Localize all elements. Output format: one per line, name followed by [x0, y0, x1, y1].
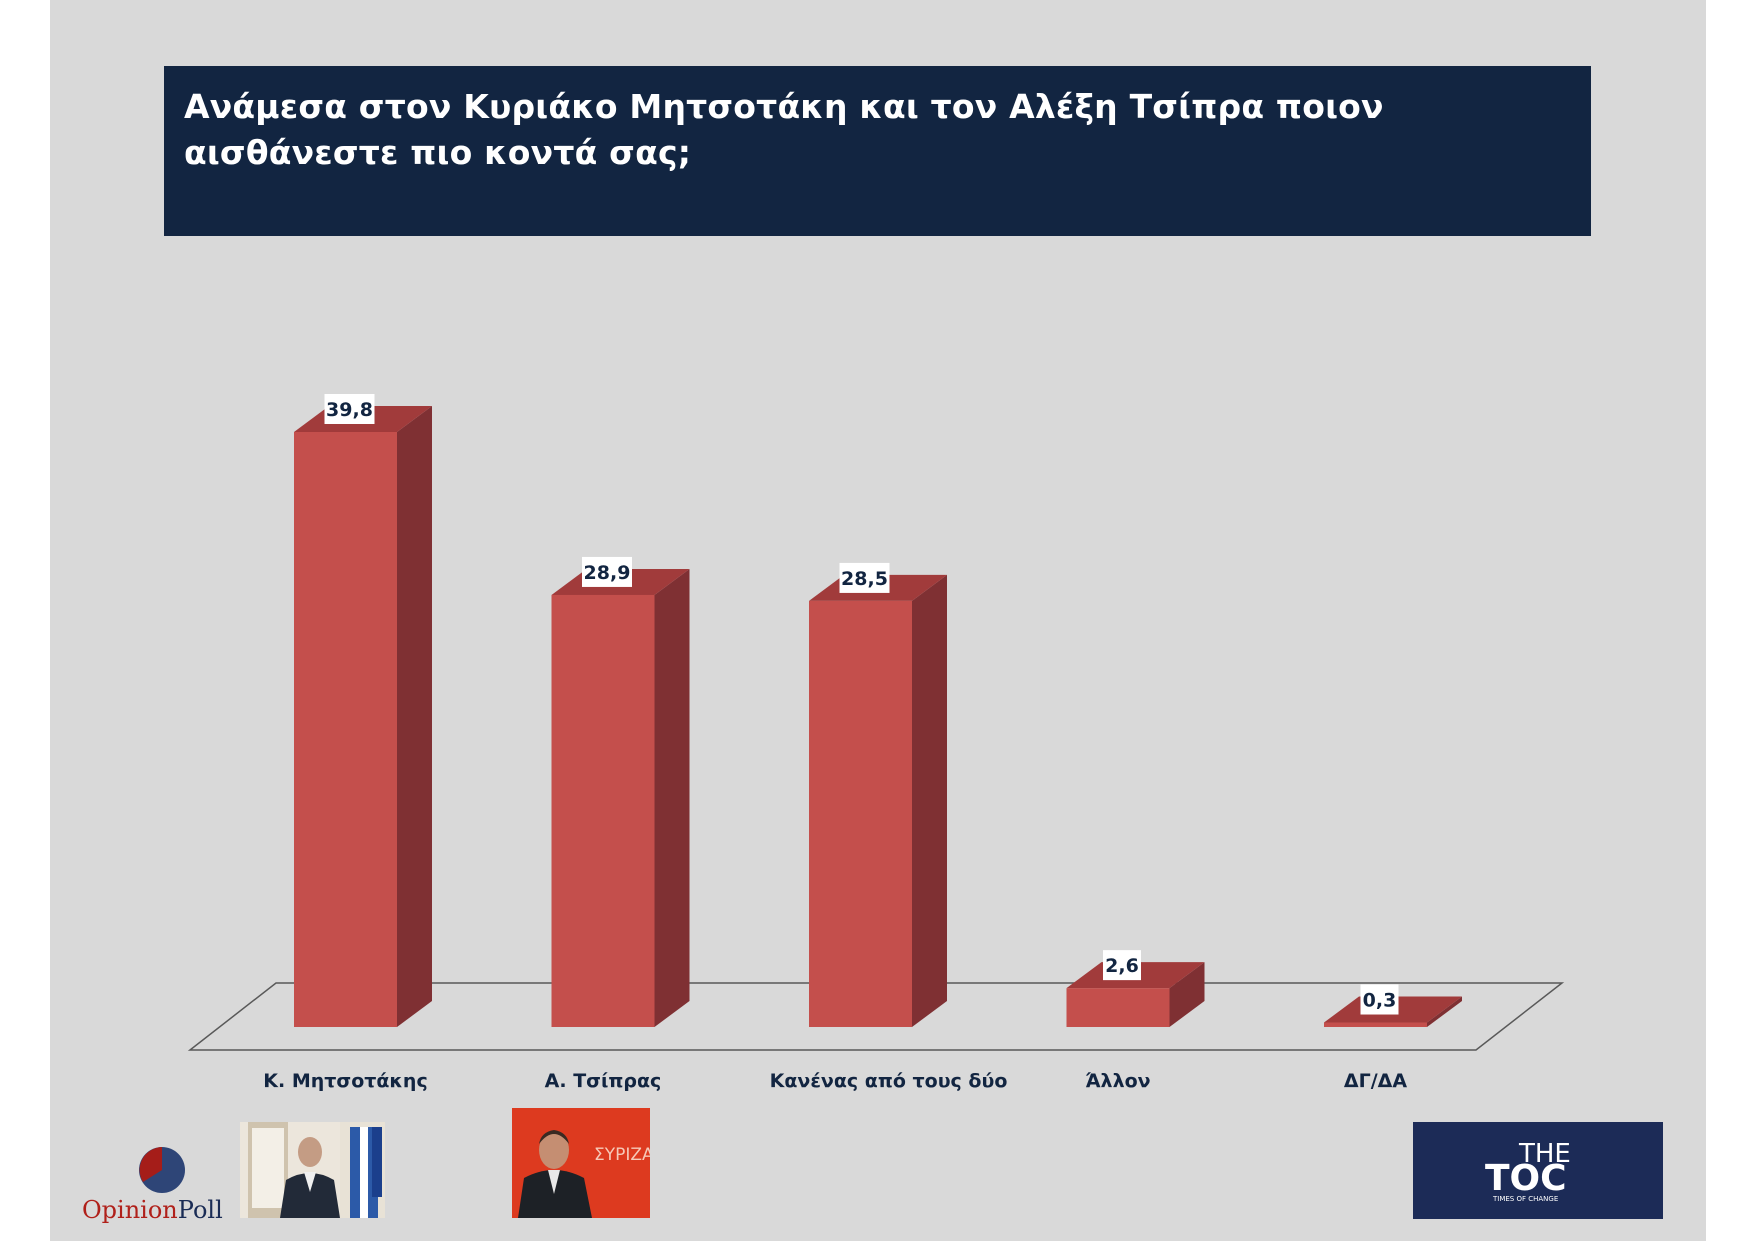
- the-toc-logo: THE TOC TIMES OF CHANGE: [1413, 1122, 1663, 1219]
- chart-floor: [187, 982, 1565, 1051]
- syriza-sign-text: ΣΥΡΙΖΑ: [594, 1145, 650, 1165]
- tsipras-photo-image: ΣΥΡΙΖΑ: [512, 1108, 650, 1218]
- mitsotakis-photo: [240, 1122, 385, 1218]
- data-label: 28,9: [584, 562, 631, 584]
- opinion-poll-mark-icon: [139, 1147, 185, 1193]
- bar-side: [397, 405, 432, 1027]
- data-label: 2,6: [1105, 955, 1139, 977]
- data-label-box: [324, 393, 375, 424]
- category-label: Α. Τσίπρας: [545, 1070, 662, 1092]
- bar-side: [1169, 962, 1205, 1027]
- opinion-poll-wordmark: OpinionPoll: [82, 1196, 223, 1224]
- mitsotakis-photo-image: [240, 1122, 385, 1218]
- data-label-box: [582, 556, 632, 587]
- bar-front: [1324, 1022, 1427, 1027]
- category-label: ΔΓ/ΔΑ: [1344, 1070, 1407, 1092]
- the-toc-line1: THE: [1518, 1139, 1571, 1169]
- the-toc-line2: TOC: [1485, 1158, 1567, 1199]
- data-label-box: [839, 562, 890, 593]
- tsipras-photo: ΣΥΡΙΖΑ: [512, 1108, 650, 1218]
- chart-title: Ανάμεσα στον Κυριάκο Μητσοτάκη και τον Α…: [184, 87, 1384, 172]
- bar: [294, 405, 432, 1027]
- the-toc-tagline: TIMES OF CHANGE: [1492, 1195, 1558, 1203]
- bar-front: [1066, 988, 1170, 1027]
- category-label: Κανένας από τους δύο: [770, 1070, 1008, 1092]
- bar-front: [294, 431, 397, 1027]
- category-label: Κ. Μητσοτάκης: [263, 1070, 427, 1092]
- bar-side: [654, 568, 690, 1027]
- data-label-box: [1360, 984, 1399, 1015]
- bar-front: [551, 594, 655, 1027]
- bar-side: [912, 574, 947, 1027]
- bar-front: [809, 600, 912, 1027]
- data-label: 28,5: [841, 568, 888, 590]
- opinion-poll-prefix: Opinion: [82, 1196, 178, 1224]
- title-banner: Ανάμεσα στον Κυριάκο Μητσοτάκη και τον Α…: [164, 66, 1591, 236]
- bar-side: [1427, 996, 1462, 1027]
- bar: [809, 574, 947, 1027]
- the-toc-wordmark: THE TOC TIMES OF CHANGE: [1485, 1139, 1571, 1203]
- data-label-box: [1103, 950, 1141, 981]
- bar: [551, 568, 690, 1027]
- data-label: 39,8: [326, 399, 373, 421]
- data-label: 0,3: [1363, 990, 1397, 1012]
- bar: [1066, 962, 1205, 1027]
- opinion-poll-suffix: Poll: [177, 1196, 223, 1224]
- category-label: Άλλον: [1085, 1070, 1150, 1092]
- opinion-poll-logo: OpinionPoll: [82, 1140, 232, 1225]
